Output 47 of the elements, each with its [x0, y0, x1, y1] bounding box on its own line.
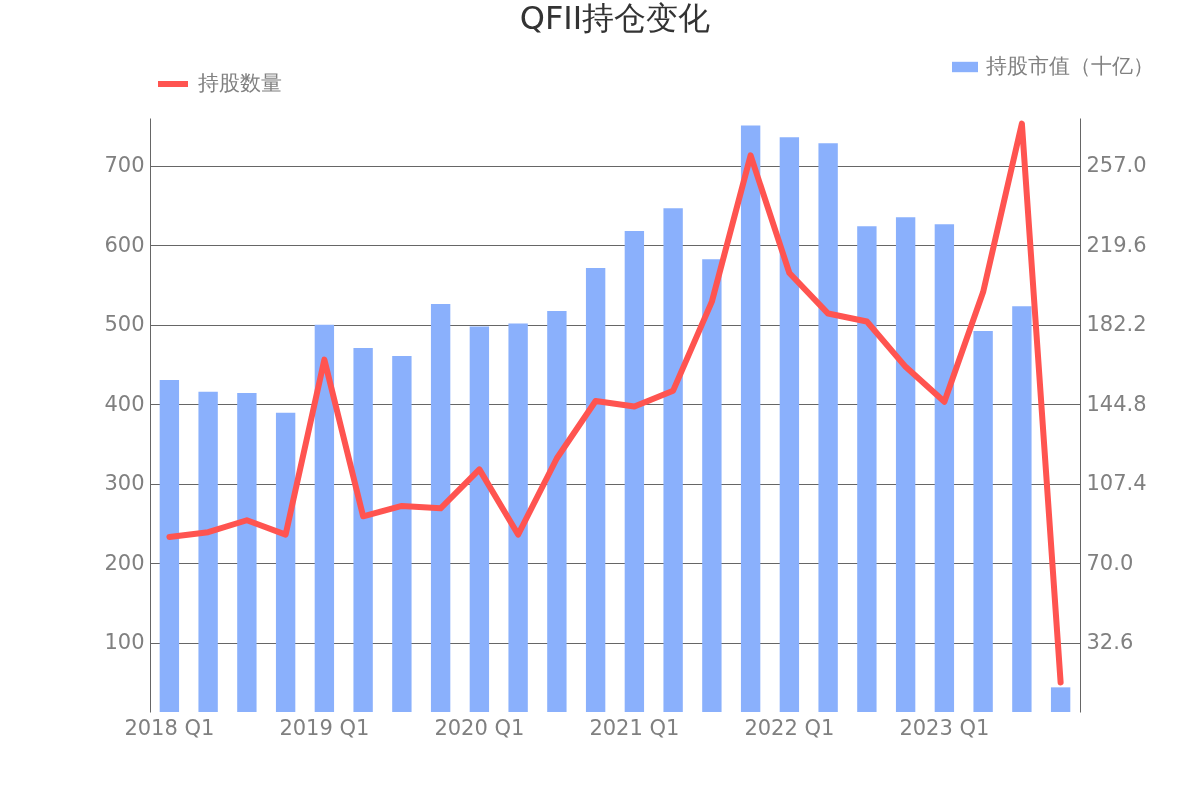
bar: [237, 392, 257, 712]
bar: [392, 355, 412, 712]
bar: [159, 379, 180, 712]
y2-tick-label: 32.6: [1086, 630, 1134, 655]
y-tick-label: 100: [104, 630, 145, 655]
legend-label: 持股数量: [198, 71, 282, 95]
bar: [353, 348, 373, 712]
bar: [624, 231, 645, 712]
bar: [895, 217, 916, 712]
y-tick-label: 300: [104, 471, 145, 496]
y-tick-label: 700: [104, 153, 145, 178]
bar: [973, 331, 993, 712]
bar: [430, 304, 451, 712]
bar: [934, 224, 955, 712]
x-tick-label: 2018 Q1: [124, 715, 215, 740]
x-tick-label: 2019 Q1: [279, 715, 370, 740]
y2-tick-label: 144.8: [1086, 391, 1147, 416]
bar: [702, 259, 722, 712]
bar: [1012, 306, 1032, 712]
x-tick-label: 2020 Q1: [434, 715, 525, 740]
y-tick-label: 200: [104, 550, 145, 575]
x-tick-label: 2023 Q1: [899, 715, 990, 740]
y-tick-label: 500: [104, 312, 145, 337]
bar: [1050, 687, 1071, 712]
y2-tick-label: 182.2: [1086, 312, 1147, 337]
bar: [779, 137, 800, 712]
y-tick-label: 600: [104, 232, 145, 257]
bar: [663, 208, 683, 712]
x-tick-label: 2022 Q1: [744, 715, 835, 740]
y2-tick-label: 257.0: [1086, 153, 1147, 178]
legend-label: 持股市值（十亿）: [986, 54, 1154, 78]
x-tick-label: 2021 Q1: [589, 715, 680, 740]
bar: [818, 143, 838, 712]
bar: [740, 125, 761, 712]
y-tick-label: 400: [104, 391, 145, 416]
chart-title: QFII持仓变化: [519, 0, 711, 37]
bar: [198, 391, 218, 712]
bar: [547, 311, 567, 712]
y2-tick-label: 219.6: [1086, 232, 1147, 257]
y2-tick-label: 107.4: [1086, 471, 1147, 496]
y2-tick-label: 70.0: [1086, 550, 1134, 575]
bar: [585, 268, 606, 712]
bar: [508, 323, 528, 712]
bar: [469, 326, 490, 712]
bar: [275, 412, 296, 712]
bar: [857, 226, 877, 712]
bar: [314, 324, 335, 712]
